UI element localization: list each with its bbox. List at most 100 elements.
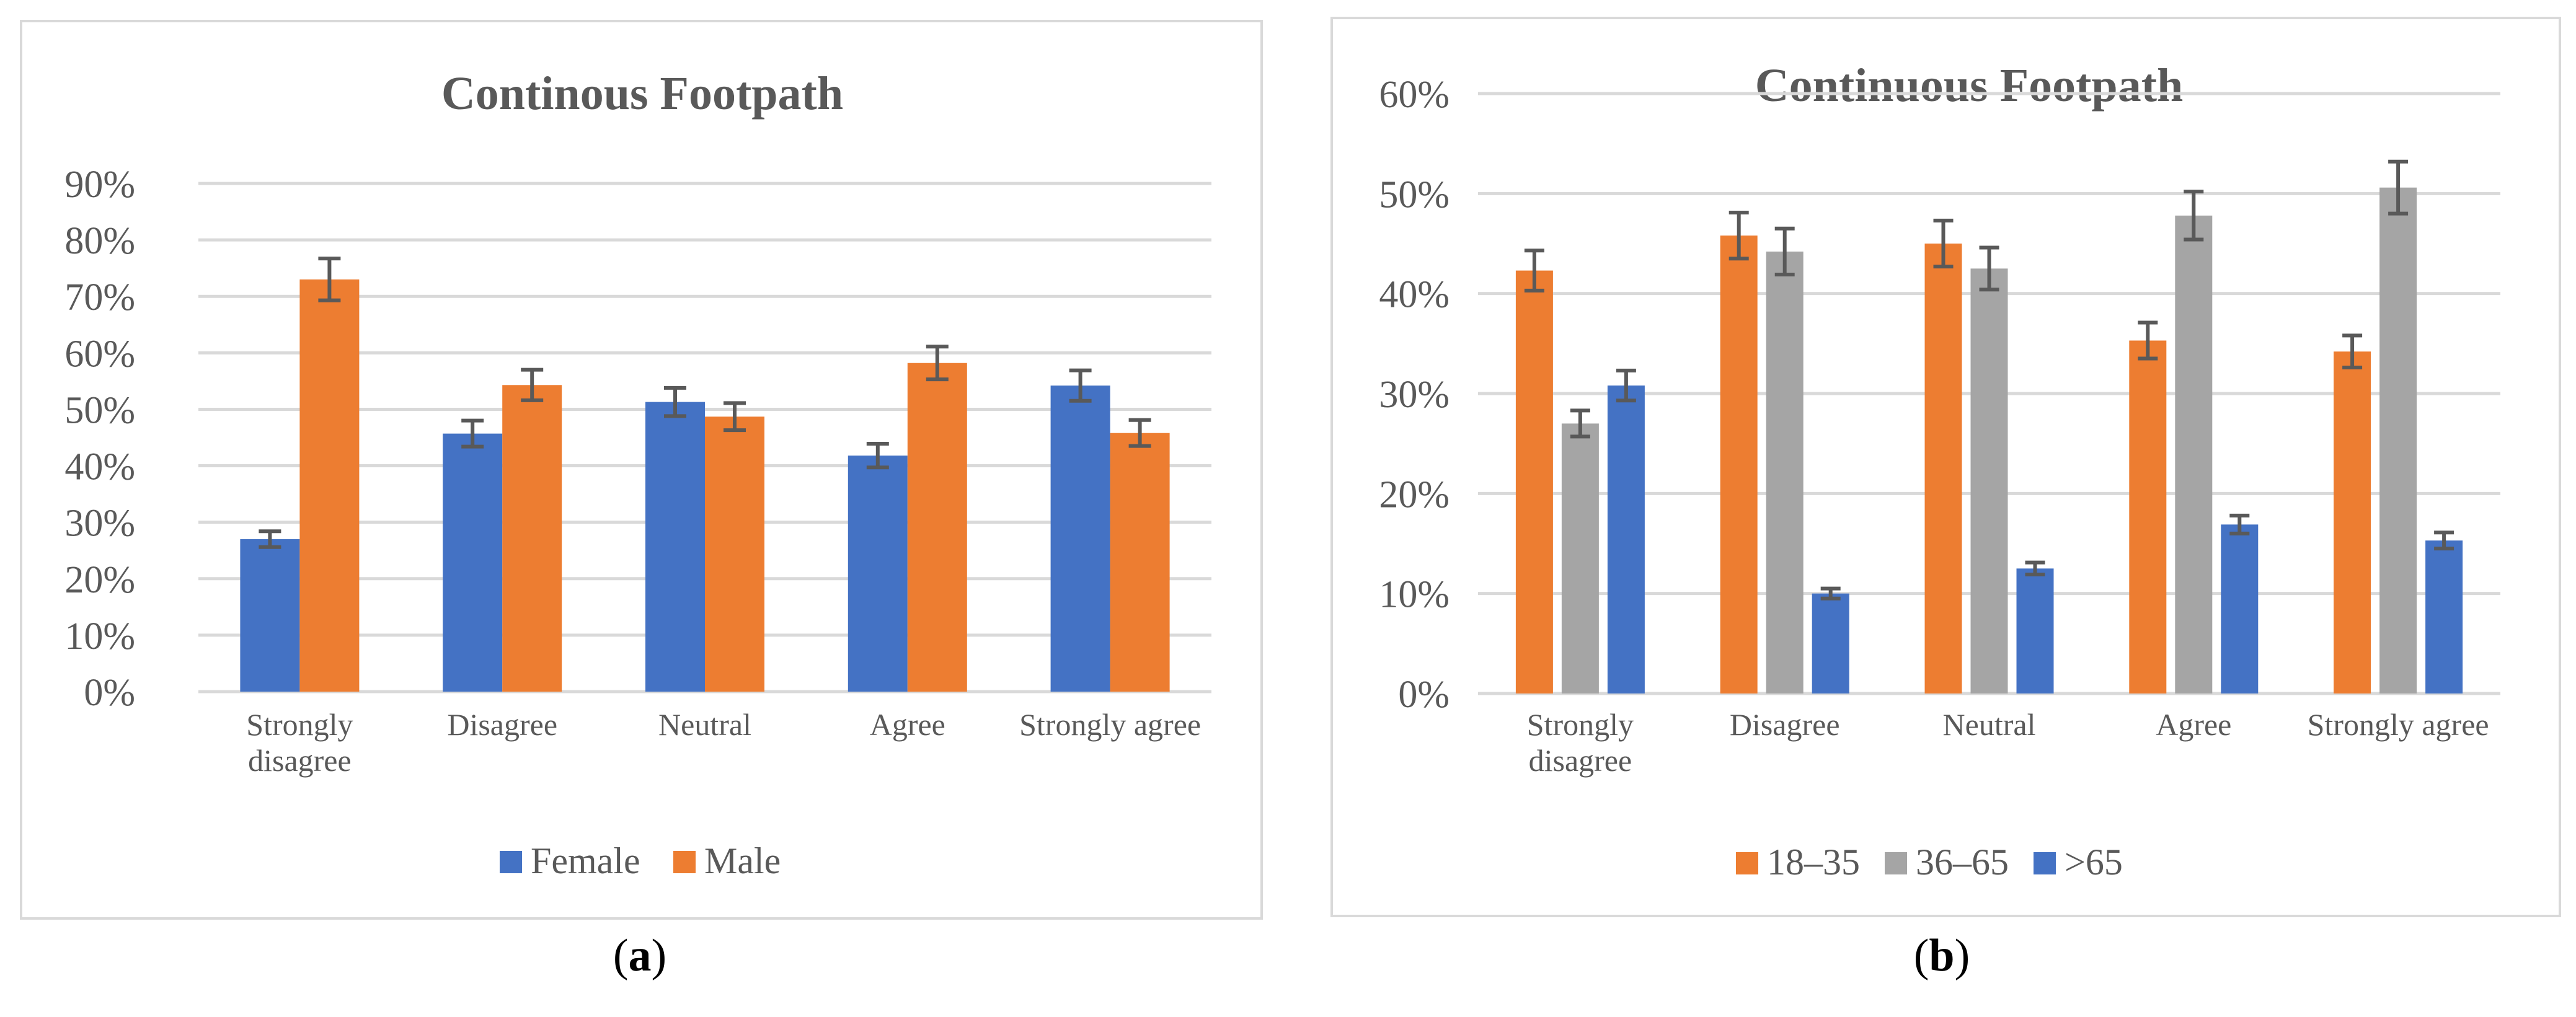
- chart-b-x-tick-label-line: Strongly: [1527, 707, 1634, 742]
- chart-a-y-tick-label: 60%: [64, 333, 135, 375]
- chart-b-bar--65-3: [2221, 524, 2259, 693]
- chart-a-x-tick-label-line: Disagree: [447, 707, 557, 742]
- chart-b-bar-18-35-3: [2129, 340, 2167, 693]
- chart-a-legend-label: Male: [704, 840, 781, 881]
- chart-a-bar-female-4: [1050, 385, 1110, 692]
- chart-a-x-tick-label: Agree: [870, 707, 945, 742]
- chart-b-bar-18-35-0: [1515, 270, 1553, 693]
- chart-a-title: Continous Footpath: [441, 68, 843, 120]
- chart-a-error-bar: [259, 529, 281, 549]
- chart-a-bar-male-3: [907, 363, 967, 692]
- chart-b-x-tick-label-line: Disagree: [1730, 707, 1840, 742]
- chart-a-legend-label: Female: [531, 840, 640, 881]
- chart-b-x-tick-label: Agree: [2156, 707, 2231, 742]
- chart-b-error-bar: [2342, 333, 2363, 370]
- chart-a-error-bar: [521, 368, 544, 402]
- chart-a-bar-male-4: [1110, 433, 1170, 692]
- chart-a-error-bar: [664, 385, 686, 418]
- chart-b-legend-label: 18–35: [1767, 842, 1860, 883]
- chart-b-legend-swatch: [1885, 852, 1907, 874]
- chart-a-y-tick-label: 40%: [64, 446, 135, 488]
- caption-a: (a): [613, 930, 667, 981]
- chart-b-y-tick-label: 20%: [1379, 473, 1450, 516]
- chart-a-y-tick-label: 20%: [64, 559, 135, 601]
- chart-b-x-tick-label: Strongly agree: [2308, 707, 2489, 742]
- chart-a-svg: Continous Footpath 0% 10% 20% 30% 40% 50% 60% 70…: [64, 68, 1211, 881]
- chart-a-bar-male-0: [299, 279, 360, 692]
- chart-b-title: Continuous Footpath: [1755, 59, 2184, 112]
- chart-b-x-tick-label: Strongly disagree: [1527, 707, 1634, 778]
- chart-a-error-bar: [926, 345, 949, 382]
- chart-b-x-tick-label-line: Neutral: [1943, 707, 2036, 742]
- chart-a-error-bar: [866, 442, 889, 470]
- chart-a-bar-male-1: [502, 385, 562, 692]
- chart-a-x-tick-label: Neutral: [658, 707, 751, 742]
- chart-b-bar--65-4: [2425, 540, 2463, 693]
- chart-b-legend-label: 36–65: [1916, 842, 2009, 883]
- chart-b-y-tick-label: 60%: [1379, 74, 1450, 116]
- chart-b-bar-18-35-1: [1720, 236, 1758, 693]
- chart-a-x-tick-label-line: Strongly agree: [1019, 707, 1201, 742]
- chart-b-x-tick-label-line: Agree: [2156, 707, 2231, 742]
- chart-b-legend-swatch: [2034, 852, 2056, 874]
- chart-a-x-tick-label: Strongly agree: [1019, 707, 1201, 742]
- chart-b-svg: Continuous Footpath 0% 10% 20% 30% 40% 50% 60% S…: [1379, 59, 2500, 883]
- chart-b-error-bar: [2138, 320, 2158, 361]
- chart-b-error-bar: [1728, 210, 1749, 261]
- chart-b-bar-18-35-2: [1924, 244, 1962, 693]
- chart-a-y-tick-label: 90%: [64, 164, 135, 206]
- chart-b-bar-36-65-0: [1561, 423, 1599, 693]
- chart-b-error-bar: [1570, 408, 1590, 439]
- chart-a-bar-female-2: [645, 402, 705, 692]
- chart-a-y-tick-label: 0%: [84, 672, 135, 714]
- chart-b-y-tick-label: 10%: [1379, 574, 1450, 616]
- chart-b-x-tick-label: Neutral: [1943, 707, 2036, 742]
- chart-b-legend-swatch: [1736, 852, 1758, 874]
- chart-b-bar-36-65-4: [2379, 187, 2417, 693]
- chart-b-error-bar: [2184, 190, 2204, 242]
- chart-a-y-tick-label: 30%: [64, 503, 135, 545]
- chart-b-error-bar: [2434, 531, 2454, 551]
- chart-b-x-tick-label: Disagree: [1730, 707, 1840, 742]
- chart-b-x-tick-label-line: Strongly agree: [2308, 707, 2489, 742]
- chart-a-error-bar: [1128, 418, 1151, 448]
- chart-a-x-tick-label-line: Agree: [870, 707, 945, 742]
- chart-a-x-tick-label: Strongly disagree: [246, 707, 353, 778]
- chart-a-error-bar: [318, 257, 341, 302]
- chart-a-y-tick-label: 50%: [64, 389, 135, 431]
- chart-a-error-bar: [461, 418, 484, 449]
- chart-a-bar-female-0: [240, 539, 300, 692]
- chart-a-error-bar: [1069, 368, 1092, 403]
- chart-b-bar--65-0: [1607, 385, 1645, 693]
- chart-a-y-tick-label: 70%: [64, 276, 135, 319]
- chart-a-y-tick-label: 10%: [64, 615, 135, 658]
- chart-b-y-tick-label: 30%: [1379, 374, 1450, 416]
- chart-a-legend-swatch: [673, 851, 696, 873]
- chart-a-bar-female-3: [848, 456, 908, 692]
- chart-b-y-tick-label: 0%: [1398, 674, 1450, 716]
- chart-a-bar-male-2: [705, 416, 764, 692]
- chart-b-error-bar: [1524, 249, 1544, 293]
- chart-b-bar--65-1: [1812, 593, 1849, 693]
- chart-a-x-tick-label: Disagree: [447, 707, 557, 742]
- caption-b: (b): [1913, 930, 1970, 981]
- chart-a-x-tick-label-line: disagree: [248, 743, 352, 778]
- chart-b-x-tick-label-line: disagree: [1529, 743, 1632, 778]
- chart-b-error-bar: [2025, 560, 2045, 577]
- chart-b-error-bar: [1774, 226, 1795, 277]
- chart-b-bar-36-65-3: [2175, 215, 2213, 693]
- chart-b-bar-36-65-1: [1766, 251, 1804, 693]
- chart-b-error-bar: [1820, 586, 1841, 601]
- chart-panel-a: Continous Footpath 0% 10% 20% 30% 40% 50% 60% 70…: [20, 20, 1263, 920]
- chart-a-x-tick-label-line: Neutral: [658, 707, 751, 742]
- chart-a-bar-female-1: [443, 433, 503, 692]
- chart-b-error-bar: [1933, 218, 1954, 269]
- chart-b-bar-18-35-4: [2334, 351, 2371, 693]
- chart-b-error-bar: [2229, 513, 2250, 535]
- chart-b-y-tick-label: 50%: [1379, 174, 1450, 216]
- chart-panel-b: Continuous Footpath 0% 10% 20% 30% 40% 50% 60% S…: [1330, 17, 2561, 917]
- chart-b-error-bar: [1979, 245, 1999, 292]
- chart-b-bar-36-65-2: [1970, 268, 2008, 693]
- chart-b-error-bar: [2388, 159, 2409, 216]
- chart-a-x-tick-label-line: Strongly: [246, 707, 353, 742]
